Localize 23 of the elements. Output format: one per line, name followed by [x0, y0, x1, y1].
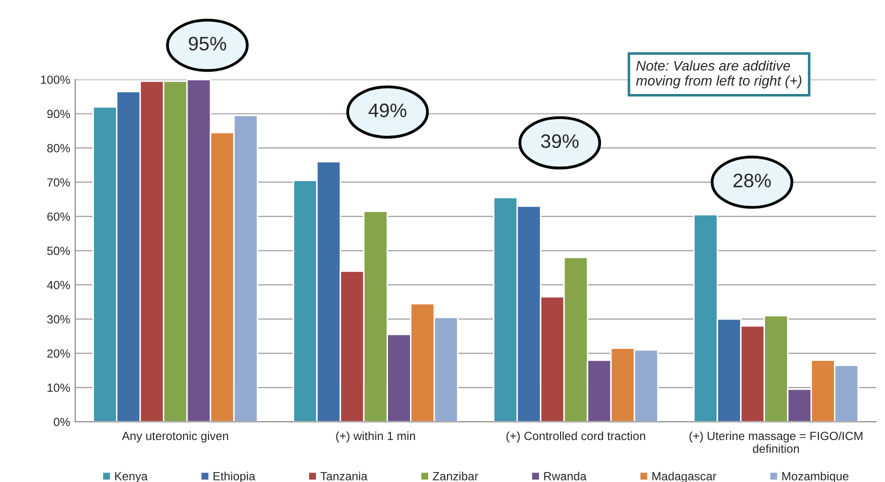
y-tick-label: 40%: [47, 280, 70, 290]
y-tick-label: 20%: [47, 349, 70, 358]
legend-label: Zanzibar: [432, 472, 478, 480]
y-tick-label: 30%: [47, 315, 70, 324]
annotation: 28%: [734, 174, 771, 188]
y-tick-label: 0%: [54, 418, 70, 426]
text: 95%: [188, 36, 226, 51]
y-tick-label: 100%: [41, 76, 70, 84]
y-tick-label: 50%: [47, 246, 70, 256]
y-tick-label: 10%: [48, 384, 70, 392]
x-tick-label: (+) Controlled cord traction: [506, 431, 646, 442]
x-tick-label: (+) Uterine massage = FIGO/ICM definition: [690, 431, 862, 453]
y-tick-label: 60%: [47, 212, 70, 221]
x-tick-label: (+) within 1 min: [336, 431, 415, 442]
legend-label: Rwanda: [544, 472, 587, 480]
annotation: 39%: [541, 134, 579, 148]
y-tick-label: 70%: [47, 178, 70, 187]
annotation: Note: Values are additive moving from left to right (+): [636, 60, 802, 88]
x-tick-label: Any uterotonic given: [122, 431, 228, 442]
y-tick-label: 80%: [47, 144, 70, 152]
legend-label: Tanzania: [320, 472, 368, 480]
annotation: 49%: [368, 103, 406, 118]
y-tick-label: 90%: [47, 110, 70, 118]
